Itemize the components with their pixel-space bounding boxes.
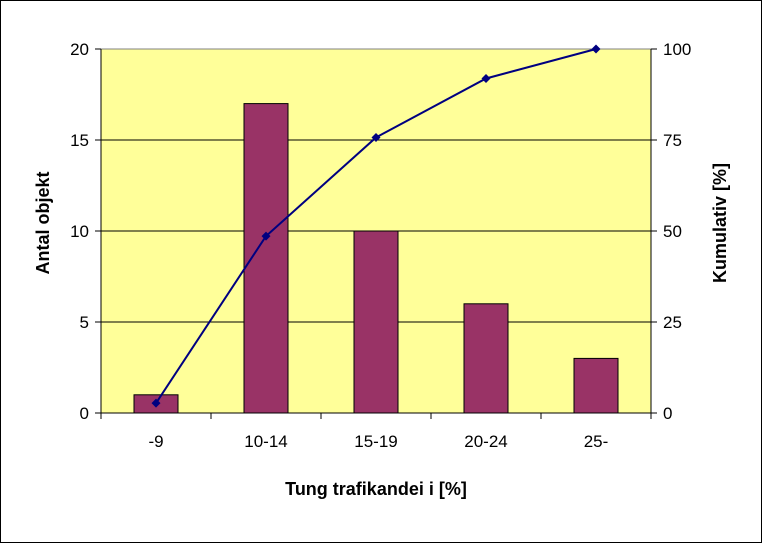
axes: 0 5 10 15 20 0 25 50 75 100 -9 10-14 15-19 20-24 25-: [70, 40, 691, 451]
y2-tick-label: 75: [663, 131, 682, 150]
x-tick-label: 20-24: [464, 432, 507, 451]
cumulative-point-25-: [591, 44, 601, 54]
bar-20-24: [463, 303, 509, 414]
bar-25-: [573, 357, 619, 414]
cumulative-line-series: [151, 44, 601, 408]
bar-10-14: [243, 103, 289, 414]
bar-15-19: [353, 230, 399, 414]
x-tick-label: 10-14: [244, 432, 287, 451]
y2-axis-title: Kumulativ [%]: [710, 163, 730, 283]
y2-tick-label: 100: [663, 40, 691, 59]
cumulative-point-15-19: [371, 132, 381, 142]
bar-series: [133, 103, 619, 414]
y-tick-label: 15: [70, 131, 89, 150]
cumulative-point-10-14: [261, 231, 271, 241]
y-tick-label: 20: [70, 40, 89, 59]
y-tick-label: 0: [80, 404, 89, 423]
x-tick-label: 15-19: [354, 432, 397, 451]
cumulative-point-20-24: [481, 73, 491, 83]
y2-tick-label: 25: [663, 313, 682, 332]
y-axis-title: Antal objekt: [33, 171, 53, 274]
y-tick-label: 5: [80, 313, 89, 332]
x-tick-label: -9: [148, 432, 163, 451]
y-tick-label: 10: [70, 222, 89, 241]
cumulative-point--9: [151, 398, 161, 408]
x-tick-label: 25-: [584, 432, 609, 451]
x-axis-title: Tung trafikandei i [%]: [285, 479, 467, 499]
y2-tick-label: 50: [663, 222, 682, 241]
y2-tick-label: 0: [663, 404, 672, 423]
